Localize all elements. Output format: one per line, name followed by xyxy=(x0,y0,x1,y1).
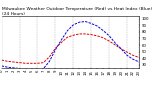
Text: Milwaukee Weather Outdoor Temperature (Red) vs Heat Index (Blue) (24 Hours): Milwaukee Weather Outdoor Temperature (R… xyxy=(2,7,152,16)
